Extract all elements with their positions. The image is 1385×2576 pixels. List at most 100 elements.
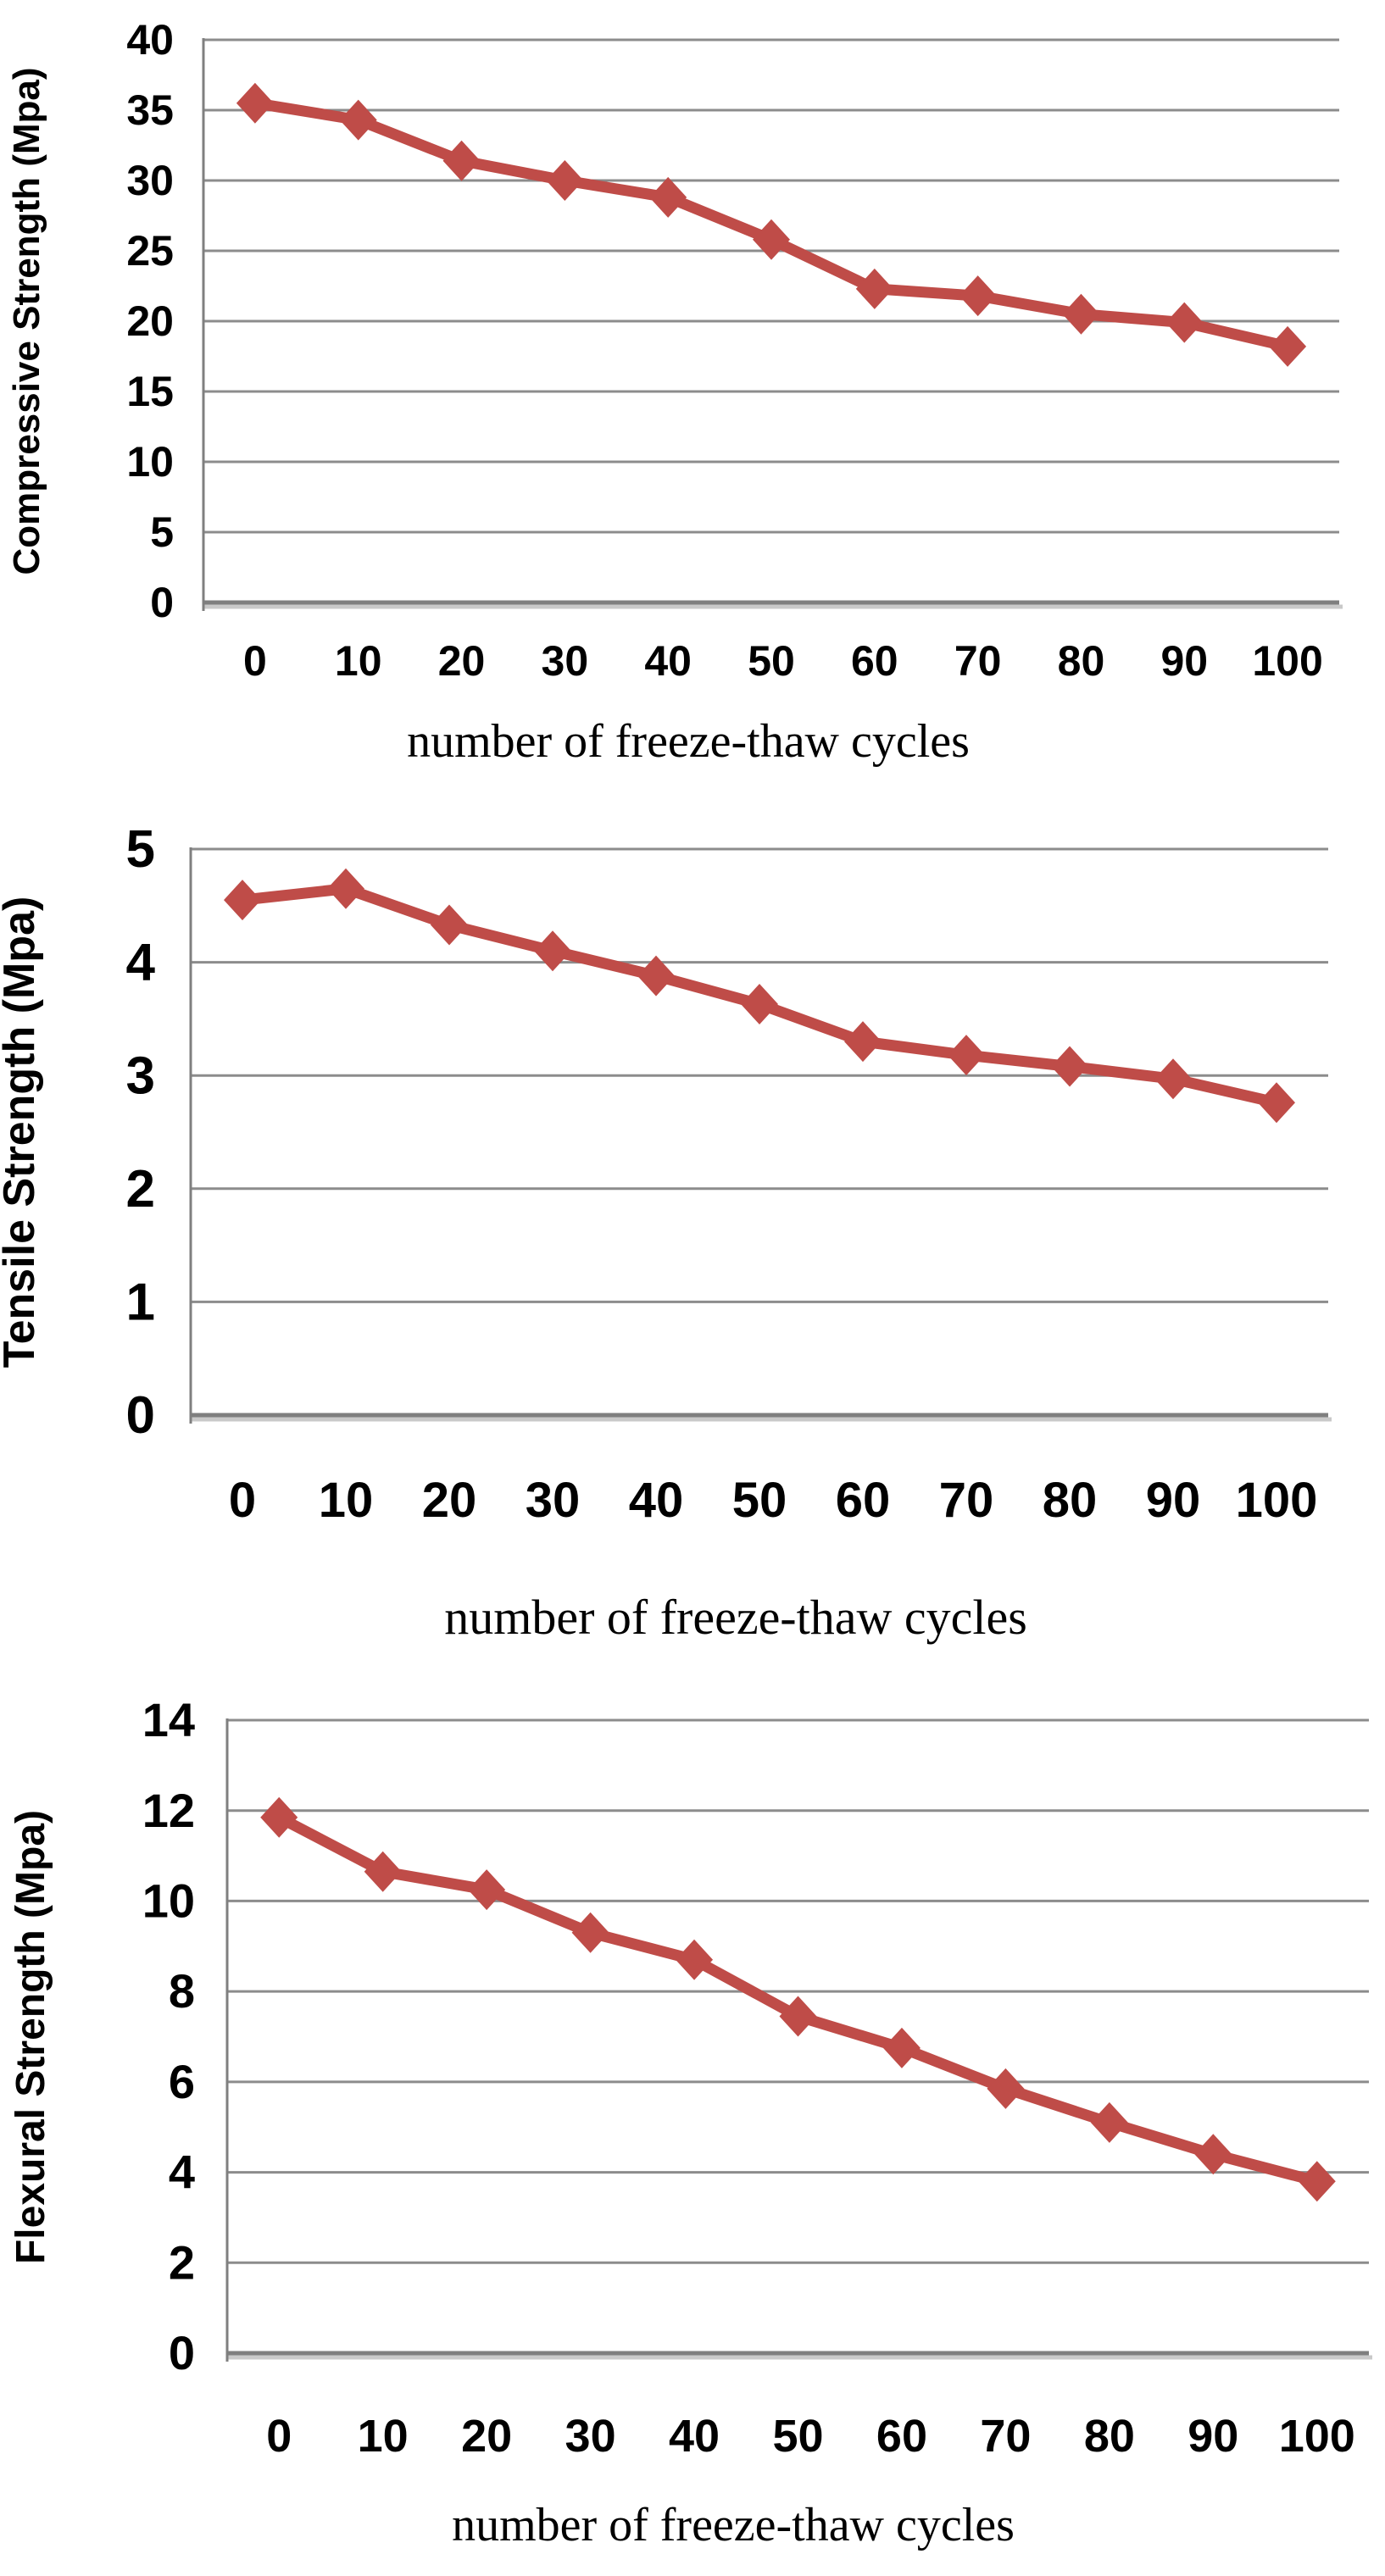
y-tick-label: 20 xyxy=(126,297,174,345)
data-point-marker xyxy=(948,1035,985,1076)
data-point-marker xyxy=(546,160,584,201)
y-axis-title: Compressive Strength (Mpa) xyxy=(6,68,47,575)
y-tick-labels: 14 12 10 8 6 4 2 0 xyxy=(142,1693,195,2379)
y-tick-label: 5 xyxy=(126,820,155,879)
x-tick-label: 10 xyxy=(358,2411,409,2462)
x-tick-labels: 0 10 20 30 40 50 60 70 80 90 100 xyxy=(243,637,1323,685)
y-axis-title: Tensile Strength (Mpa) xyxy=(0,897,44,1368)
x-tick-label: 100 xyxy=(1236,1473,1318,1528)
y-tick-label: 15 xyxy=(126,368,174,415)
y-axis-title: Flexural Strength (Mpa) xyxy=(8,1810,53,2264)
x-tick-label: 30 xyxy=(526,1473,581,1528)
x-axis-title: number of freeze-thaw cycles xyxy=(452,2499,1015,2551)
data-point-marker xyxy=(1269,325,1307,367)
data-point-marker xyxy=(431,904,468,946)
y-tick-label: 8 xyxy=(169,1964,195,2018)
y-tick-label: 3 xyxy=(126,1046,155,1105)
data-point-marker xyxy=(468,1869,506,1911)
data-point-marker xyxy=(1298,2161,1336,2202)
series-markers xyxy=(260,1796,1336,2202)
y-tick-label: 5 xyxy=(150,508,174,556)
x-tick-label: 70 xyxy=(939,1473,994,1528)
y-tick-label: 25 xyxy=(126,227,174,275)
x-tick-label: 10 xyxy=(319,1473,374,1528)
y-tick-label: 12 xyxy=(142,1784,195,1837)
x-axis-title: number of freeze-thaw cycles xyxy=(407,715,970,768)
x-tick-label: 40 xyxy=(669,2411,720,2462)
y-tick-label: 0 xyxy=(150,579,174,626)
data-point-marker xyxy=(1062,293,1100,335)
y-tick-label: 4 xyxy=(169,2146,195,2199)
data-point-marker xyxy=(753,219,790,260)
data-point-marker xyxy=(339,99,377,141)
x-tick-label: 80 xyxy=(1084,2411,1135,2462)
x-tick-label: 0 xyxy=(266,2411,292,2462)
data-point-marker xyxy=(987,2068,1025,2109)
data-point-marker xyxy=(327,868,364,909)
data-point-marker xyxy=(649,176,687,218)
x-tick-label: 100 xyxy=(1252,637,1322,685)
y-tick-label: 14 xyxy=(142,1693,195,1746)
data-point-marker xyxy=(236,82,274,124)
data-point-marker xyxy=(676,1939,714,1980)
y-tick-labels: 40 35 30 25 20 15 10 5 0 xyxy=(126,16,174,626)
data-point-marker xyxy=(1165,302,1204,343)
x-tick-label: 60 xyxy=(876,2411,927,2462)
x-tick-label: 100 xyxy=(1279,2411,1355,2462)
x-tick-labels: 0 10 20 30 40 50 60 70 80 90 100 xyxy=(229,1473,1318,1528)
data-point-marker xyxy=(959,275,997,317)
series-markers xyxy=(236,82,1307,367)
x-tick-label: 0 xyxy=(243,637,267,685)
y-tick-label: 0 xyxy=(169,2326,195,2379)
x-tick-label: 40 xyxy=(644,637,692,685)
x-tick-label: 60 xyxy=(851,637,898,685)
y-tick-label: 10 xyxy=(142,1874,195,1927)
x-tick-label: 80 xyxy=(1058,637,1105,685)
data-point-marker xyxy=(534,930,571,972)
data-point-marker xyxy=(779,1996,817,2037)
y-tick-label: 2 xyxy=(169,2235,195,2289)
data-point-marker xyxy=(882,2027,921,2068)
data-point-marker xyxy=(844,1021,882,1063)
x-tick-label: 70 xyxy=(954,637,1002,685)
y-tick-label: 2 xyxy=(126,1160,155,1219)
x-tick-label: 70 xyxy=(980,2411,1031,2462)
data-point-marker xyxy=(1154,1058,1192,1100)
x-tick-label: 50 xyxy=(748,637,795,685)
y-tick-label: 10 xyxy=(126,438,174,486)
gridlines xyxy=(203,38,1343,609)
y-tick-label: 35 xyxy=(126,86,174,134)
x-tick-label: 20 xyxy=(438,637,486,685)
x-tick-label: 40 xyxy=(629,1473,684,1528)
x-tick-label: 0 xyxy=(229,1473,256,1528)
data-point-marker xyxy=(364,1851,402,1892)
data-point-marker xyxy=(571,1912,609,1953)
x-tick-label: 50 xyxy=(732,1473,787,1528)
y-tick-label: 40 xyxy=(126,16,174,64)
x-tick-label: 30 xyxy=(565,2411,616,2462)
x-axis-title: number of freeze-thaw cycles xyxy=(444,1590,1027,1645)
y-tick-label: 1 xyxy=(126,1273,155,1331)
x-tick-label: 90 xyxy=(1160,637,1208,685)
y-tick-labels: 5 4 3 2 1 0 xyxy=(126,820,156,1445)
y-tick-label: 4 xyxy=(126,934,156,992)
y-tick-label: 6 xyxy=(169,2055,195,2108)
data-point-marker xyxy=(442,140,481,181)
x-tick-label: 90 xyxy=(1146,1473,1201,1528)
x-tick-label: 10 xyxy=(335,637,382,685)
data-point-marker xyxy=(741,984,778,1025)
x-tick-label: 60 xyxy=(836,1473,891,1528)
data-point-marker xyxy=(1258,1082,1295,1124)
data-point-marker xyxy=(224,880,261,921)
y-tick-label: 30 xyxy=(126,157,174,204)
x-tick-label: 30 xyxy=(542,637,589,685)
data-point-marker xyxy=(1090,2101,1128,2143)
data-point-marker xyxy=(1194,2134,1232,2175)
data-point-marker xyxy=(855,268,893,309)
data-point-marker xyxy=(637,955,675,997)
x-tick-label: 50 xyxy=(772,2411,823,2462)
